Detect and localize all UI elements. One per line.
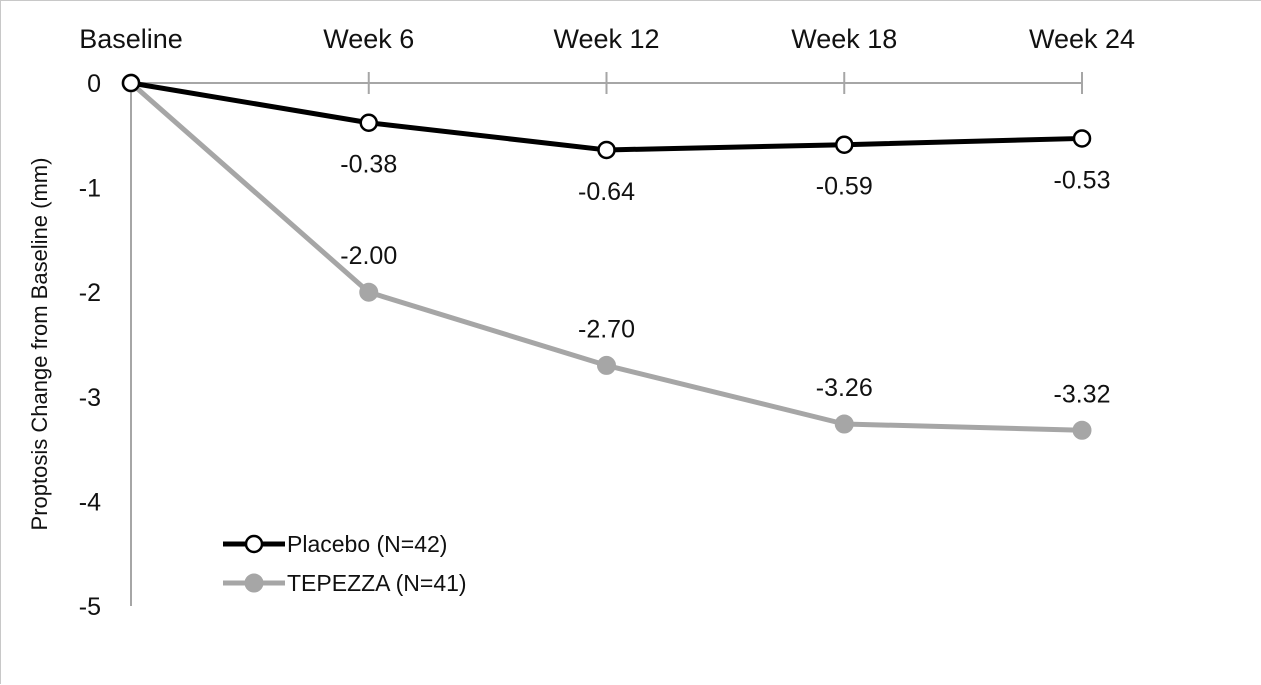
y-tick-label: 0 <box>87 70 101 98</box>
x-tick-label: Week 18 <box>791 24 897 54</box>
legend-label: Placebo (N=42) <box>287 531 447 557</box>
y-axis-title: Proptosis Change from Baseline (mm) <box>27 158 52 531</box>
data-point <box>1072 129 1092 148</box>
data-point <box>835 135 854 154</box>
data-label: -0.59 <box>816 173 873 201</box>
legend-layer: Placebo (N=42) TEPEZZA (N=41) <box>223 531 467 596</box>
y-tick-label: -4 <box>79 488 101 516</box>
data-label: -0.38 <box>340 151 397 179</box>
data-point <box>834 414 854 434</box>
data-label: -2.70 <box>578 315 635 343</box>
data-label: -3.32 <box>1054 380 1111 408</box>
y-tick-label: -1 <box>79 175 101 203</box>
series-line-tepezza <box>128 80 1085 433</box>
data-point <box>597 140 616 160</box>
data-point <box>1072 420 1092 440</box>
labels-layer: Baseline Week 6 Week 12 Week 18 Week 24 0 -1 -2… <box>27 24 1135 621</box>
data-label: -0.53 <box>1054 166 1111 194</box>
legend-marker <box>244 534 264 554</box>
y-tick-label: -2 <box>79 279 101 307</box>
data-label: -0.64 <box>578 178 635 206</box>
data-point <box>121 73 141 93</box>
data-point <box>597 355 616 375</box>
data-point <box>359 113 378 132</box>
y-tick-label: -5 <box>79 593 101 621</box>
data-label: -2.00 <box>340 242 397 270</box>
x-tick-label: Week 12 <box>553 24 659 54</box>
axes-layer <box>130 72 1083 606</box>
legend-label: TEPEZZA (N=41) <box>287 570 467 596</box>
y-tick-label: -3 <box>79 384 101 412</box>
legend-marker <box>244 573 264 593</box>
series-layer <box>121 73 1092 440</box>
x-tick-label: Baseline <box>79 24 183 54</box>
data-label: -3.26 <box>816 374 873 402</box>
x-tick-label: Week 24 <box>1029 24 1135 54</box>
data-point <box>359 282 379 302</box>
x-tick-label: Week 6 <box>323 24 414 54</box>
